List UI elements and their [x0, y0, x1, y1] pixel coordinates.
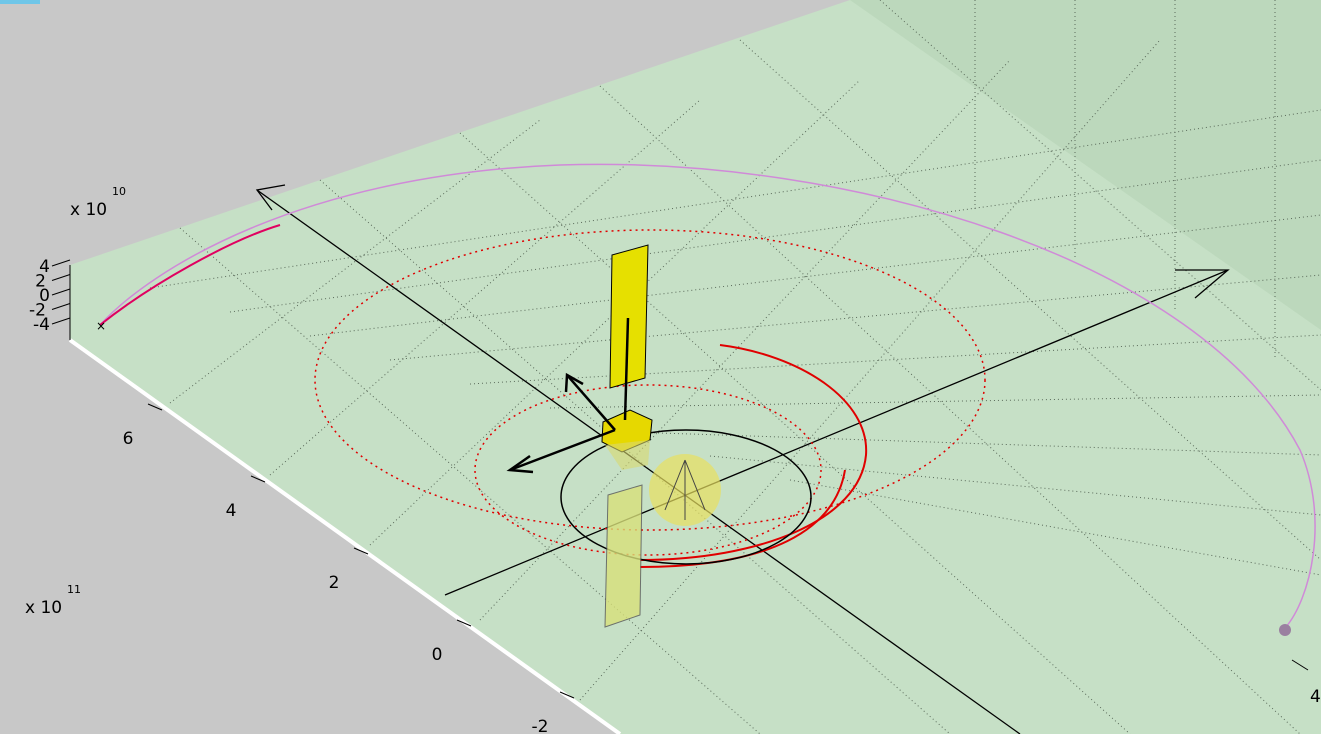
z-tick	[51, 303, 71, 310]
outer-orbit-trace	[99, 224, 281, 326]
plane-edge	[850, 0, 1321, 330]
y-tick	[559, 691, 575, 699]
grid	[149, 0, 1321, 734]
z-exponent: 10	[112, 185, 126, 198]
x-tick	[1291, 659, 1309, 671]
y-tick-label: 6	[123, 429, 134, 449]
y-tick	[147, 403, 163, 411]
start-marker: ×	[96, 319, 106, 333]
y-tick	[353, 547, 369, 555]
z-tick-label: -4	[33, 315, 50, 335]
window-edge	[0, 0, 40, 4]
body-shadow	[605, 440, 650, 470]
dotted-orbit	[314, 229, 986, 531]
y-multiplier: x 10	[25, 598, 62, 618]
solar-panel	[609, 244, 649, 389]
z-tick	[51, 274, 71, 281]
solar-panel-shadow	[604, 484, 643, 628]
transfer-orbit-2	[639, 469, 846, 568]
z-tick	[51, 288, 71, 296]
outer-orbit	[99, 163, 1316, 629]
z-tick-label: 2	[35, 272, 46, 292]
z-tick	[51, 317, 71, 325]
z-tick-label: 0	[39, 286, 50, 306]
y-tick	[250, 475, 266, 483]
y-exponent: 11	[67, 583, 81, 596]
target	[1279, 624, 1291, 636]
y-tick-label: 4	[226, 501, 237, 521]
axis-edge	[68, 338, 622, 734]
y-tick	[456, 619, 472, 627]
y-tick-label: 0	[432, 645, 443, 665]
earth-orbit	[560, 429, 812, 565]
floor-plane	[70, 0, 1321, 734]
transfer-orbit	[639, 344, 868, 561]
body-axes	[506, 317, 630, 474]
y-tick-label: 2	[329, 573, 340, 593]
y-tick-label: -2	[532, 717, 549, 734]
x-tick-label: 4	[1310, 687, 1321, 707]
inner-dotted-orbit	[474, 384, 822, 556]
z-multiplier: x 10	[70, 200, 107, 220]
sun-frame	[664, 459, 706, 520]
z-tick	[51, 259, 71, 267]
z-tick-label: 4	[39, 257, 50, 277]
z-tick-label: -2	[29, 301, 46, 321]
